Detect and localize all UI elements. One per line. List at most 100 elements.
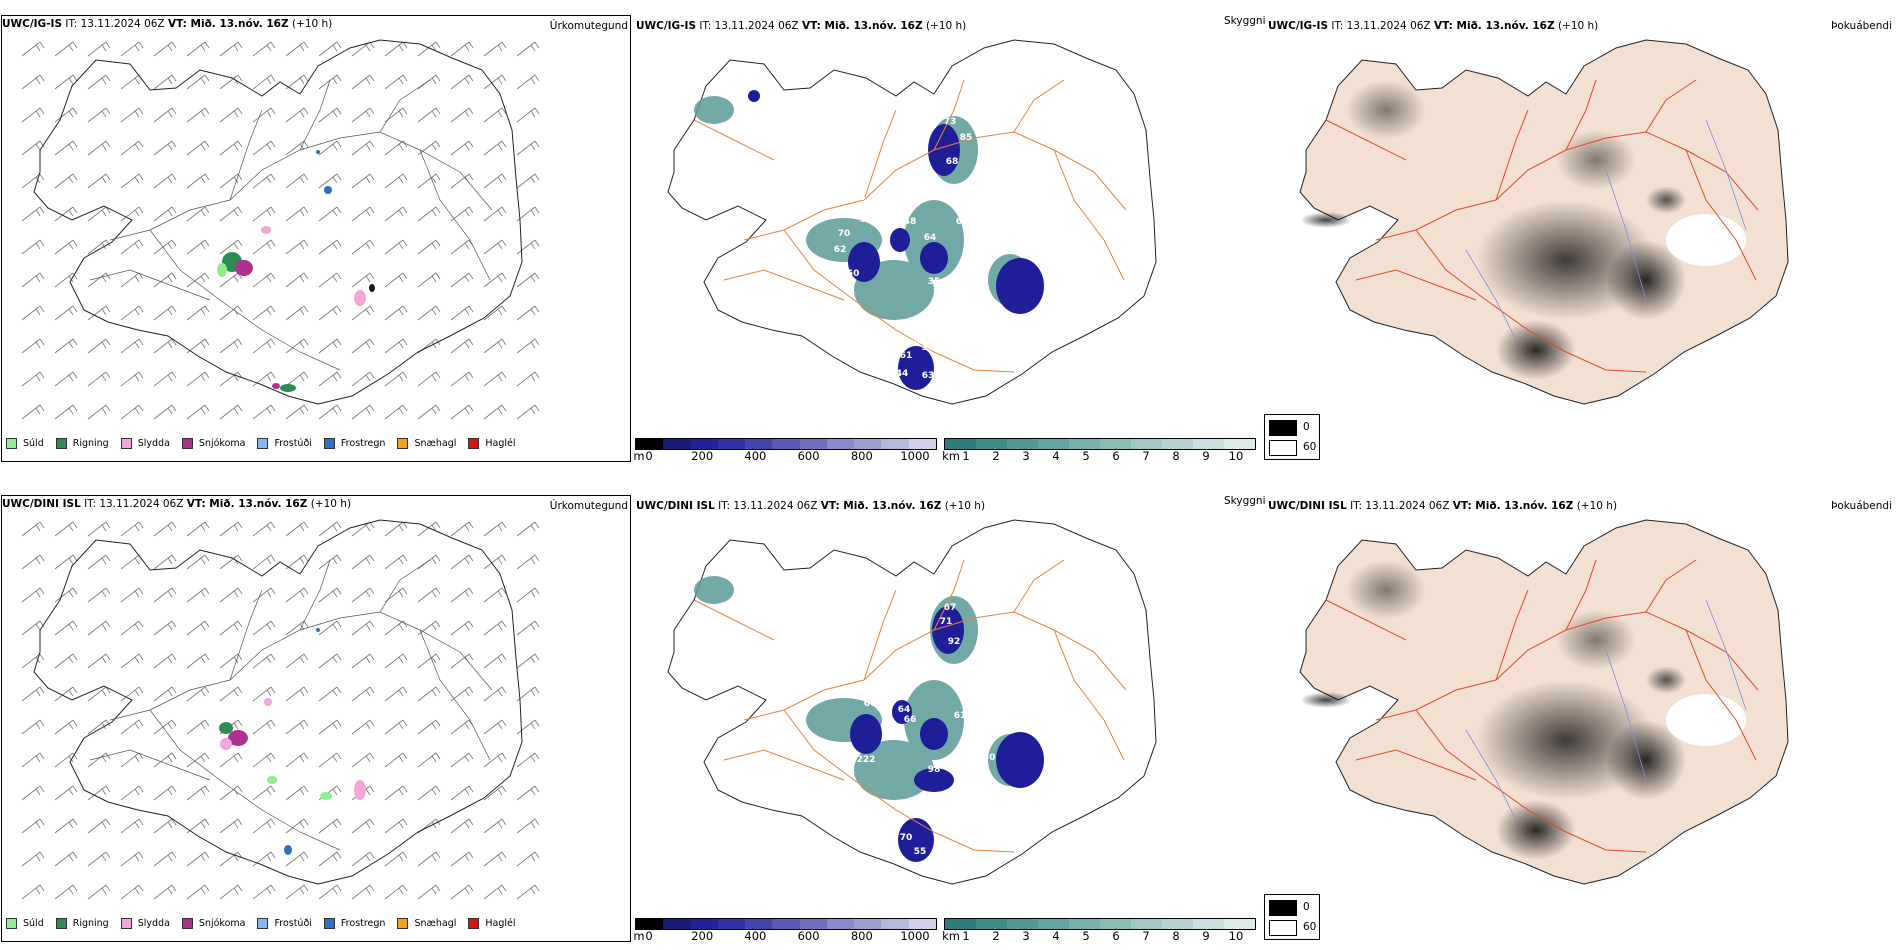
wind-barb <box>285 851 309 867</box>
legend-item: Súld <box>6 918 44 929</box>
wind-barb <box>120 587 144 603</box>
ceiling-tick-label: 0 <box>645 929 653 943</box>
wind-barb <box>516 554 540 570</box>
ceiling-value-label: 61 <box>954 711 967 721</box>
wind-barb <box>318 404 342 420</box>
wind-barb <box>54 107 78 123</box>
ceiling-value-label: 98 <box>928 765 941 775</box>
init-time-label: IT: <box>1350 500 1363 512</box>
iceland-fog-map <box>1299 519 1789 885</box>
wind-barb <box>483 371 507 387</box>
wind-barb <box>384 554 408 570</box>
wind-barb <box>417 653 441 669</box>
ceiling-value-label: 35 <box>928 277 941 287</box>
wind-barb <box>384 719 408 735</box>
wind-barb <box>285 554 309 570</box>
wind-barb <box>450 818 474 834</box>
wind-barb <box>516 338 540 354</box>
wind-barb <box>252 305 276 321</box>
wind-barb <box>450 41 474 57</box>
visibility-tick-label: 6 <box>1112 929 1120 943</box>
wind-barb <box>21 587 45 603</box>
wind-barb <box>516 107 540 123</box>
wind-barb <box>516 620 540 636</box>
wind-barb <box>483 554 507 570</box>
ceiling-colorbar-segment <box>745 919 773 929</box>
wind-barb <box>120 206 144 222</box>
legend-item: Haglél <box>468 438 516 449</box>
visibility-tick-label: 4 <box>1052 449 1060 463</box>
legend-item: Snæhagl <box>397 438 456 449</box>
visibility-tick-label: 10 <box>1228 449 1244 463</box>
init-time-value: 13.11.2024 06Z <box>80 18 165 30</box>
legend-item: Slydda <box>120 438 170 449</box>
wind-barb <box>153 851 177 867</box>
legend-item: Haglél <box>468 918 516 929</box>
wind-barb <box>252 554 276 570</box>
wind-barb <box>516 851 540 867</box>
ceiling-value-label: 84 <box>914 337 927 347</box>
ceiling-tick-label: 400 <box>744 449 767 463</box>
wind-barb <box>252 653 276 669</box>
wind-barb <box>153 305 177 321</box>
ceiling-colorbar-segment <box>908 439 936 449</box>
init-time-label: IT: <box>699 20 712 32</box>
road-network <box>1325 559 1759 853</box>
wind-barb <box>417 272 441 288</box>
wind-barb <box>186 653 210 669</box>
legend-swatch <box>468 918 480 929</box>
ceiling-colorbar-segment <box>799 919 827 929</box>
wind-barb <box>87 206 111 222</box>
wind-barb <box>516 74 540 90</box>
wind-barb <box>285 521 309 537</box>
legend-item: Frostúði <box>257 918 312 929</box>
wind-barb <box>186 305 210 321</box>
wind-barb <box>21 719 45 735</box>
wind-barb <box>186 521 210 537</box>
wind-barb <box>318 140 342 156</box>
wind-barb <box>87 107 111 123</box>
ceiling-areas <box>850 606 1044 862</box>
wind-barb <box>351 404 375 420</box>
wind-barb <box>384 272 408 288</box>
panel-title: Úrkomutegund <box>549 20 628 32</box>
wind-barb <box>120 140 144 156</box>
wind-barb <box>351 140 375 156</box>
model-name: UWC/IG-IS <box>636 20 697 32</box>
ceiling-value-label: 63 <box>922 371 935 381</box>
wind-barb <box>417 686 441 702</box>
wind-barb <box>417 371 441 387</box>
visibility-colorbar-segment <box>976 919 1007 929</box>
wind-barb <box>318 851 342 867</box>
ceiling-tick-label: 400 <box>744 929 767 943</box>
panel-header: UWC/IG-IS IT: 13.11.2024 06Z VT: Mið. 13… <box>1268 20 1598 32</box>
ceiling-colorbar-segment <box>772 919 800 929</box>
wind-barb <box>384 206 408 222</box>
wind-barb <box>120 305 144 321</box>
wind-barb <box>417 173 441 189</box>
legend-label: Rigning <box>72 438 109 449</box>
wind-barb <box>252 41 276 57</box>
wind-barb <box>318 74 342 90</box>
ceiling-tick-label: 800 <box>850 929 873 943</box>
lead-time: (+10 h) <box>291 18 333 30</box>
wind-barb <box>21 686 45 702</box>
wind-barb <box>450 239 474 255</box>
wind-barb <box>252 719 276 735</box>
wind-barb <box>252 587 276 603</box>
wind-barb <box>120 884 144 900</box>
wind-barb <box>153 521 177 537</box>
ceiling-visibility-panel: UWC/IG-IS IT: 13.11.2024 06Z VT: Mið. 13… <box>633 0 1264 470</box>
ceiling-value-label: 150 <box>977 753 996 763</box>
wind-barb <box>219 107 243 123</box>
wind-barb <box>285 653 309 669</box>
fog-key-low: 0 <box>1303 901 1310 913</box>
legend-item: Frostregn <box>323 918 385 929</box>
wind-barb <box>318 305 342 321</box>
wind-barb <box>318 206 342 222</box>
visibility-tick-label: 5 <box>1082 449 1090 463</box>
wind-barb <box>318 818 342 834</box>
wind-barb <box>219 884 243 900</box>
wind-barb <box>516 305 540 321</box>
